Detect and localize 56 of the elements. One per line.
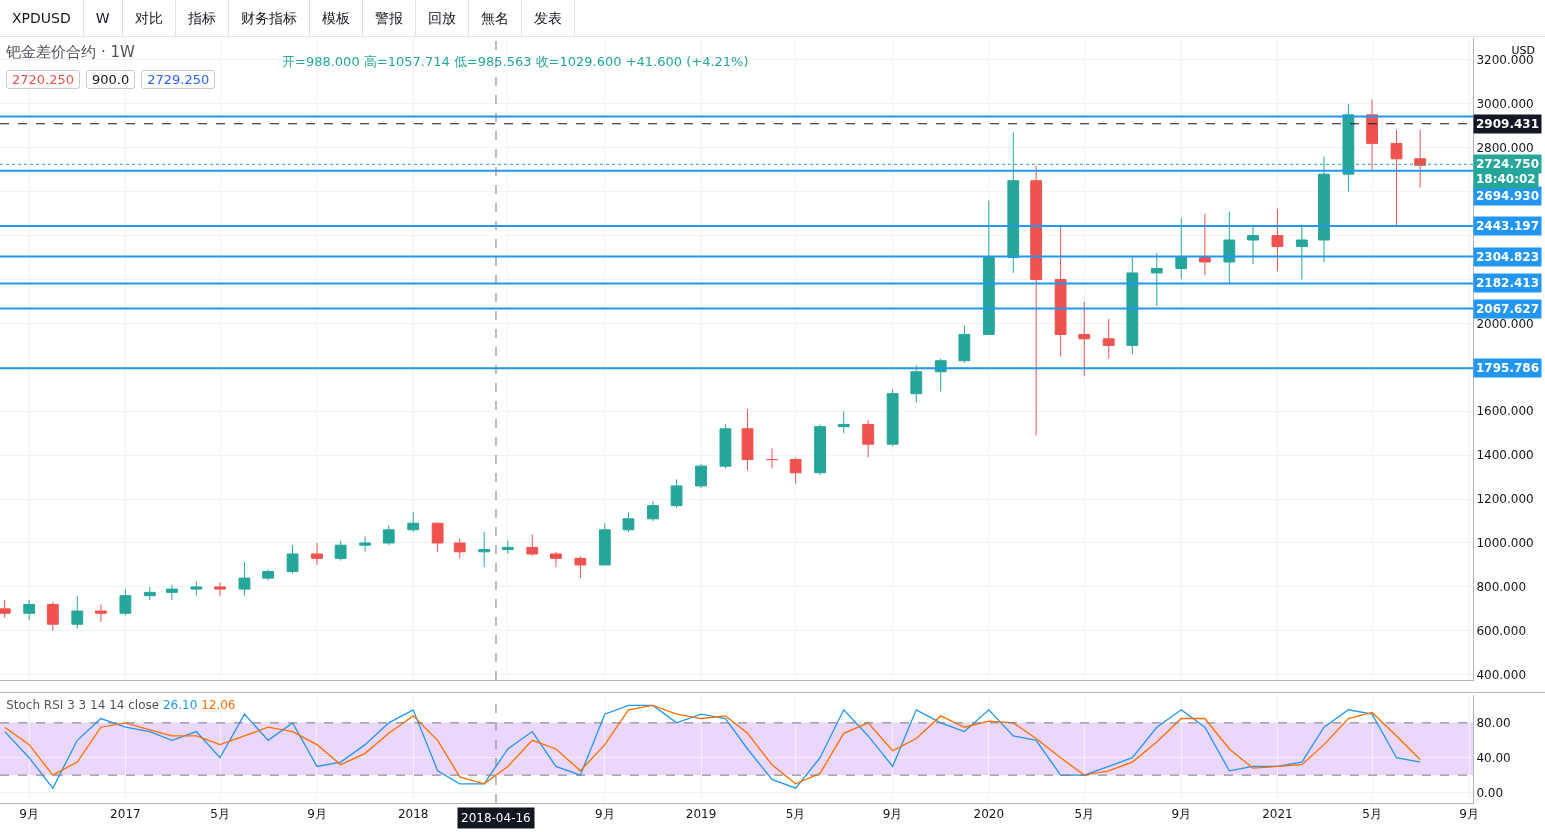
text: 开=988.000 高=1057.714 低=985.563 收=1029.600 +41.600 (+4.21%)	[282, 54, 749, 69]
x-tick-label: 9月	[307, 807, 327, 822]
text: 模板	[309, 0, 363, 36]
ref-line-label: 2304.823	[1476, 250, 1540, 264]
text: 警报	[362, 0, 416, 36]
ref-line-label: 2018-04-16	[461, 811, 531, 825]
ref-line-label: 2724.750	[1476, 157, 1540, 171]
annotation: 900.0	[86, 70, 136, 89]
annotation: 12.06	[201, 698, 236, 713]
x-tick-label: 2019	[685, 807, 717, 822]
x-tick-label: 5月	[1074, 807, 1095, 822]
x-tick-label: 9月	[594, 807, 615, 822]
y-tick-label: 400.000	[1476, 667, 1527, 682]
y-tick-label: 1000.000	[1476, 536, 1534, 551]
y-tick-label: 1600.000	[1476, 404, 1534, 419]
text: 回放	[415, 0, 469, 36]
ref-line-label: 1795.786	[1476, 361, 1540, 375]
y-tick-label: 800.000	[1476, 580, 1527, 595]
x-tick-label: 9月	[1459, 807, 1479, 822]
chart-title: 钯金差价合约 · 1W	[5, 43, 136, 62]
x-tick-label: 2018	[397, 807, 429, 822]
y-tick-label: 3000.000	[1476, 97, 1534, 112]
x-tick-label: 5月	[785, 807, 806, 822]
y-tick-label: 0.00	[1476, 785, 1504, 800]
x-tick-label: 2020	[973, 807, 1005, 822]
text: W	[83, 0, 123, 36]
ref-line-label: 2182.413	[1476, 276, 1540, 290]
y-tick-label: 1200.000	[1476, 492, 1534, 507]
text: 指标	[175, 0, 229, 36]
x-tick-label: 2017	[110, 807, 141, 822]
y-tick-label: 40.00	[1476, 750, 1511, 765]
text: 18:40:02	[1476, 172, 1536, 186]
y-tick-label: 600.000	[1476, 624, 1527, 639]
annotation: 2729.250	[141, 70, 216, 89]
text: 财务指标	[228, 0, 310, 36]
ref-line-label: 2443.197	[1476, 219, 1540, 233]
x-tick-label: 2021	[1262, 807, 1293, 822]
text: 对比	[122, 0, 176, 36]
y-tick-label: 1400.000	[1476, 448, 1534, 463]
x-tick-label: 5月	[1362, 807, 1382, 822]
text: 無名	[468, 0, 522, 36]
annotation: 2720.250	[6, 70, 81, 89]
y-tick-label: 2000.000	[1476, 316, 1534, 331]
x-tick-label: 9月	[19, 807, 39, 822]
text: XPDUSD	[0, 0, 84, 36]
ref-line-label: 2067.627	[1476, 302, 1540, 316]
y-tick-label: 80.00	[1476, 716, 1511, 731]
ref-line-label: 2694.930	[1476, 189, 1540, 203]
y-tick-label: 2800.000	[1476, 140, 1534, 155]
text: 发表	[521, 0, 575, 36]
x-tick-label: 5月	[210, 807, 230, 822]
chart-title: Stoch RSI 3 3 14 14 close	[6, 698, 160, 713]
x-tick-label: 9月	[882, 807, 903, 822]
ref-line-label: 2909.431	[1476, 117, 1540, 131]
annotation: 26.10	[162, 698, 198, 713]
x-tick-label: 9月	[1171, 807, 1192, 822]
